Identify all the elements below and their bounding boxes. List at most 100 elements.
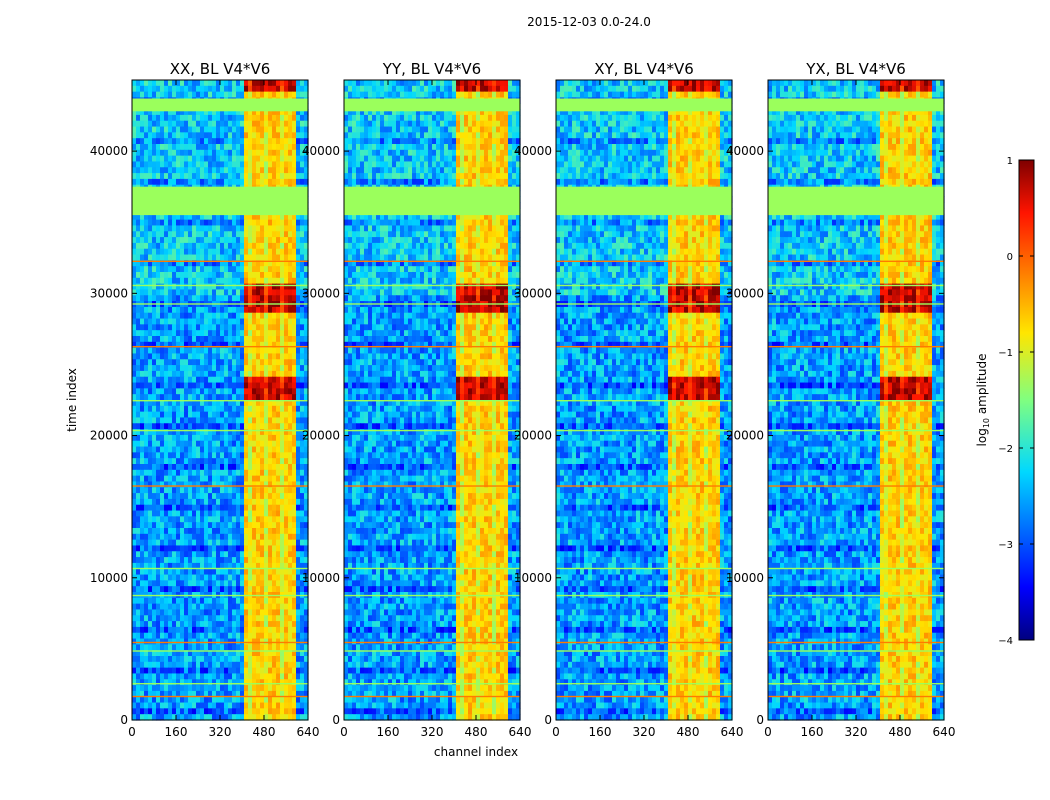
heatmap-cell: [260, 679, 265, 686]
heatmap-cell: [192, 370, 197, 378]
heatmap-cell: [244, 644, 249, 651]
heatmap-cell: [192, 650, 197, 657]
heatmap-cell: [248, 464, 253, 471]
heatmap-cell: [196, 173, 201, 180]
heatmap-cell: [252, 522, 257, 529]
heatmap-cell: [232, 574, 237, 581]
heatmap-cell: [216, 562, 221, 570]
heatmap-cell: [152, 120, 157, 128]
heatmap-cell: [176, 650, 181, 657]
heatmap-cell: [304, 586, 309, 593]
heatmap-cell: [132, 91, 137, 99]
flagged-time-line: [132, 260, 308, 263]
heatmap-cell: [256, 306, 261, 314]
heatmap-cell: [264, 667, 269, 675]
heatmap-cell: [228, 138, 233, 145]
heatmap-cell: [220, 382, 225, 389]
heatmap-cell: [228, 702, 233, 709]
heatmap-cell: [212, 545, 217, 552]
heatmap-cell: [236, 504, 241, 512]
heatmap-cell: [240, 545, 245, 552]
heatmap-cell: [196, 306, 201, 314]
heatmap-cell: [276, 149, 281, 157]
heatmap-cell: [156, 702, 161, 709]
heatmap-cell: [156, 516, 161, 523]
heatmap-cell: [248, 679, 253, 686]
heatmap-cell: [132, 528, 137, 535]
heatmap-cell: [200, 155, 205, 163]
heatmap-cell: [180, 609, 185, 616]
heatmap-cell: [136, 626, 141, 634]
heatmap-cell: [164, 365, 169, 372]
heatmap-cell: [256, 167, 261, 174]
heatmap-cell: [248, 434, 253, 442]
heatmap-cell: [260, 394, 265, 401]
heatmap-cell: [212, 539, 217, 547]
heatmap-cell: [192, 277, 197, 285]
heatmap-cell: [252, 516, 257, 523]
heatmap-cell: [188, 574, 193, 581]
heatmap-cell: [208, 464, 213, 471]
heatmap-cell: [136, 533, 141, 541]
heatmap-cell: [184, 638, 189, 645]
heatmap-cell: [220, 161, 225, 168]
heatmap-cell: [280, 522, 285, 529]
heatmap-cell: [244, 254, 249, 261]
heatmap-cell: [244, 656, 249, 663]
heatmap-cell: [144, 580, 149, 587]
heatmap-cell: [188, 277, 193, 285]
heatmap-cell: [268, 405, 273, 413]
heatmap-cell: [216, 504, 221, 512]
heatmap-cell: [268, 242, 273, 250]
heatmap-cell: [180, 510, 185, 517]
heatmap-cell: [240, 213, 245, 221]
heatmap-cell: [296, 254, 301, 261]
heatmap-cell: [232, 120, 237, 128]
heatmap-cell: [220, 609, 225, 616]
heatmap-cell: [268, 266, 273, 273]
heatmap-cell: [180, 312, 185, 320]
heatmap-cell: [132, 580, 137, 587]
heatmap-cell: [288, 638, 293, 645]
heatmap-cell: [276, 411, 281, 419]
heatmap-cell: [472, 80, 477, 87]
heatmap-cell: [176, 120, 181, 128]
heatmap-cell: [284, 580, 289, 587]
heatmap-cell: [228, 615, 233, 622]
heatmap-cell: [172, 440, 177, 448]
heatmap-cell: [216, 423, 221, 430]
heatmap-cell: [188, 144, 193, 151]
heatmap-cell: [512, 80, 517, 87]
heatmap-cell: [196, 365, 201, 372]
heatmap-cell: [236, 673, 241, 680]
heatmap-cell: [252, 609, 257, 616]
heatmap-cell: [204, 114, 209, 122]
heatmap-cell: [192, 411, 197, 419]
heatmap-cell: [176, 656, 181, 663]
heatmap-cell: [292, 126, 297, 133]
heatmap-cell: [160, 580, 165, 587]
heatmap-cell: [140, 237, 145, 244]
heatmap-cell: [192, 382, 197, 389]
heatmap-cell: [224, 481, 229, 488]
heatmap-cell: [344, 91, 349, 99]
heatmap-cell: [132, 644, 137, 651]
heatmap-cell: [296, 545, 301, 552]
heatmap-cell: [224, 295, 229, 302]
heatmap-cell: [168, 487, 173, 494]
heatmap-cell: [248, 429, 253, 436]
heatmap-cell: [224, 318, 229, 325]
heatmap-cell: [292, 365, 297, 372]
heatmap-cell: [144, 149, 149, 157]
heatmap-cell: [176, 562, 181, 570]
heatmap-cell: [228, 388, 233, 395]
heatmap-cell: [476, 85, 481, 93]
heatmap-cell: [180, 324, 185, 331]
heatmap-cell: [160, 475, 165, 483]
heatmap-cell: [256, 318, 261, 325]
heatmap-cell: [260, 283, 265, 291]
heatmap-cell: [168, 85, 173, 93]
heatmap-cell: [192, 324, 197, 331]
heatmap-cell: [224, 260, 229, 267]
heatmap-cell: [160, 626, 165, 634]
